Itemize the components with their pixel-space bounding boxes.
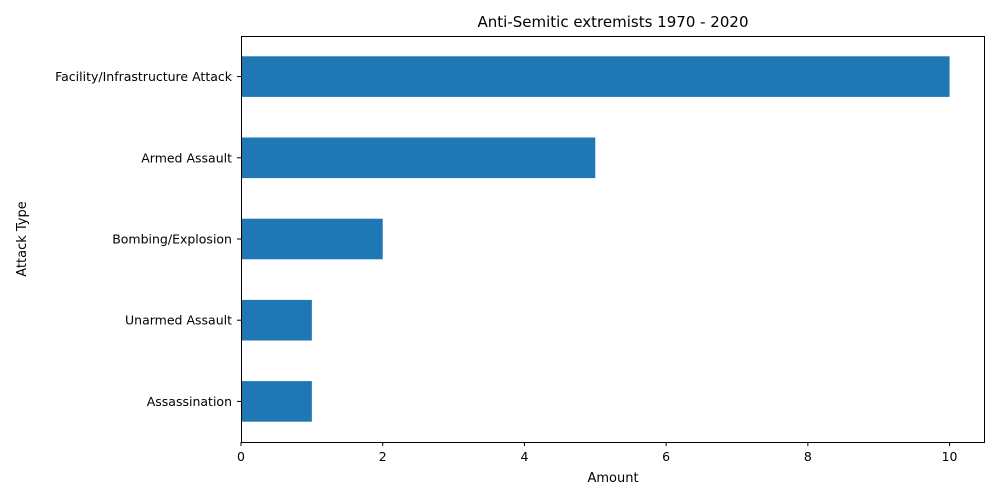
x-tick-label: 2 (379, 449, 387, 464)
bar (241, 137, 596, 179)
chart-title: Anti-Semitic extremists 1970 - 2020 (478, 13, 749, 31)
bar (241, 56, 950, 97)
bar (241, 218, 383, 260)
x-tick-label: 8 (804, 449, 812, 464)
bar (241, 381, 312, 422)
y-tick-label: Facility/Infrastructure Attack (55, 69, 233, 84)
y-tick-label: Armed Assault (141, 150, 232, 165)
y-tick-label: Unarmed Assault (125, 313, 232, 328)
y-axis-ticks: Facility/Infrastructure Attack Armed Assa… (55, 69, 241, 409)
y-axis-label: Attack Type (15, 201, 30, 277)
bar (241, 299, 312, 341)
bars-group (241, 56, 950, 422)
x-axis-ticks: 0 2 4 6 8 10 (237, 442, 958, 464)
x-tick-label: 0 (237, 449, 245, 464)
x-tick-label: 10 (942, 449, 958, 464)
y-tick-label: Assassination (147, 394, 232, 409)
x-tick-label: 4 (520, 449, 528, 464)
axes-frame (241, 36, 985, 443)
x-tick-label: 6 (662, 449, 670, 464)
x-axis-label: Amount (587, 471, 638, 486)
y-tick-label: Bombing/Explosion (112, 232, 232, 247)
